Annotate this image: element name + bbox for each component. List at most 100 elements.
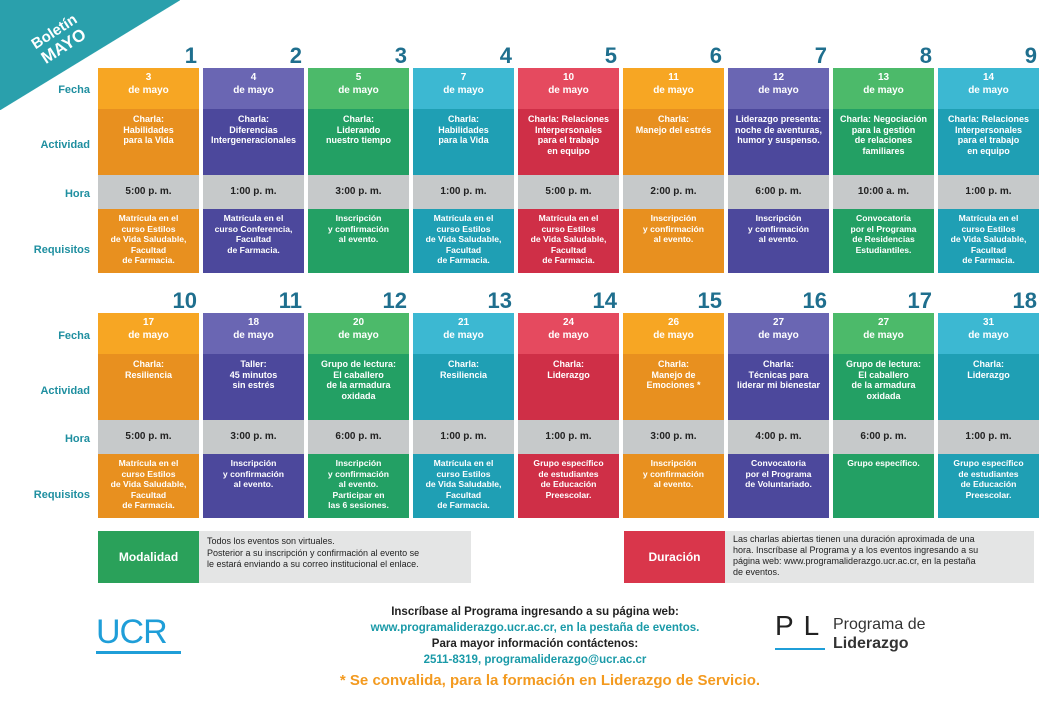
- event-time-text: 3:00 p. m.: [230, 431, 277, 442]
- event-number: 12: [382, 288, 407, 313]
- event-requirements-text: Inscripción y confirmación al evento. Parti…: [327, 458, 390, 510]
- event-date: 5 de mayo: [308, 68, 409, 117]
- event-activity-text: Charla: Liderazgo: [967, 359, 1010, 380]
- event-number: 4: [499, 43, 512, 68]
- event-activity: Charla: Resiliencia: [413, 354, 514, 428]
- event-activity: Charla: Técnicas para liderar mi bienestar: [728, 354, 829, 428]
- event-date: 21 de mayo: [413, 313, 514, 362]
- event-date: 4 de mayo: [203, 68, 304, 117]
- event-requirements: Inscripción y confirmación al evento.: [623, 209, 724, 273]
- event-time: 10:00 a. m.: [833, 175, 934, 209]
- event-activity-text: Charla: Liderazgo: [547, 359, 590, 380]
- event-date: 12 de mayo: [728, 68, 829, 117]
- event-activity-text: Charla: Resiliencia: [439, 359, 488, 380]
- event-time-text: 6:00 p. m.: [755, 186, 802, 197]
- event-requirements: Matrícula en el curso Estilos de Vida Salu…: [518, 209, 619, 273]
- ucr-logo-underline: [96, 651, 181, 654]
- event-number: 9: [1024, 43, 1037, 68]
- event-requirements-text: Inscripción y confirmación al evento.: [747, 213, 810, 244]
- event-number: 16: [802, 288, 827, 313]
- event-requirements-text: Grupo específico.: [847, 458, 920, 468]
- event-time: 6:00 p. m.: [728, 175, 829, 209]
- event-date-text: 14 de mayo: [968, 72, 1009, 96]
- event-requirements-text: Convocatoria por el Programa de Voluntaria…: [745, 458, 812, 489]
- event-activity: Charla: Liderazgo: [518, 354, 619, 428]
- event-requirements-text: Inscripción y confirmación al evento.: [222, 458, 285, 489]
- event-requirements: Convocatoria por el Programa de Residencia…: [833, 209, 934, 273]
- event-number: 13: [487, 288, 512, 313]
- label-requisitos: Requisitos: [33, 489, 90, 501]
- event-activity-text: Charla: Habilidades para la Vida: [438, 114, 489, 145]
- label-hora: Hora: [64, 188, 90, 200]
- event-date: 31 de mayo: [938, 313, 1039, 362]
- ucr-logo: UCR: [96, 613, 181, 654]
- event-date-text: 18 de mayo: [233, 317, 274, 341]
- event-requirements: Matrícula en el curso Estilos de Vida Salu…: [98, 209, 199, 273]
- event-time-text: 1:00 p. m.: [440, 431, 487, 442]
- event-activity: Charla: Habilidades para la Vida: [413, 109, 514, 183]
- event-time-text: 3:00 p. m.: [335, 186, 382, 197]
- event-date: 17 de mayo: [98, 313, 199, 362]
- pl-logo-letters: PL: [775, 610, 830, 641]
- event-number: 1: [184, 43, 197, 68]
- event-date-text: 12 de mayo: [758, 72, 799, 96]
- footer-contact[interactable]: 2511-8319, programaliderazgo@ucr.ac.cr: [423, 654, 647, 666]
- event-activity-text: Charla: Manejo del estrés: [635, 114, 712, 135]
- event-activity-text: Liderazgo presenta: noche de aventuras, hu…: [734, 114, 823, 145]
- event-time-text: 2:00 p. m.: [650, 186, 697, 197]
- event-requirements: Matrícula en el curso Estilos de Vida Salu…: [938, 209, 1039, 273]
- event-requirements: Inscripción y confirmación al evento.: [308, 209, 409, 273]
- event-requirements: Inscripción y confirmación al evento.: [623, 454, 724, 518]
- duracion-text: Las charlas abiertas tienen una duración…: [725, 531, 1034, 583]
- event-time: 5:00 p. m.: [98, 420, 199, 454]
- event-date: 11 de mayo: [623, 68, 724, 117]
- event-time: 1:00 p. m.: [938, 420, 1039, 454]
- event-time: 6:00 p. m.: [308, 420, 409, 454]
- event-date-text: 24 de mayo: [548, 317, 589, 341]
- event-requirements-text: Matrícula en el curso Estilos de Vida Salu…: [950, 213, 1027, 265]
- event-time: 3:00 p. m.: [308, 175, 409, 209]
- event-activity: Grupo de lectura: El caballero de la armad…: [833, 354, 934, 428]
- footer-link-web[interactable]: www.programaliderazgo.ucr.ac.cr, en la p…: [370, 622, 700, 634]
- event-activity: Charla: Resiliencia: [98, 354, 199, 428]
- event-date-text: 3 de mayo: [128, 72, 169, 96]
- event-time-text: 4:00 p. m.: [755, 431, 802, 442]
- event-time-text: 5:00 p. m.: [125, 431, 172, 442]
- event-time-text: 6:00 p. m.: [860, 431, 907, 442]
- event-number: 18: [1012, 288, 1037, 313]
- event-time-text: 1:00 p. m.: [965, 431, 1012, 442]
- event-date-text: 31 de mayo: [968, 317, 1009, 341]
- event-requirements: Inscripción y confirmación al evento.: [728, 209, 829, 273]
- event-activity-text: Grupo de lectura: El caballero de la armad…: [845, 359, 921, 401]
- event-time: 1:00 p. m.: [518, 420, 619, 454]
- event-activity-text: Charla: Negociación para la gestión de rel…: [839, 114, 928, 156]
- event-activity-text: Charla: Diferencias Intergeneracionales: [210, 114, 297, 145]
- event-requirements-text: Convocatoria por el Programa de Residencia…: [850, 213, 917, 255]
- label-fecha: Fecha: [58, 84, 90, 96]
- event-number: 3: [394, 43, 407, 68]
- label-hora: Hora: [64, 433, 90, 445]
- event-requirements: Matrícula en el curso Estilos de Vida Salu…: [413, 209, 514, 273]
- event-activity: Charla: Liderazgo: [938, 354, 1039, 428]
- event-number: 10: [172, 288, 197, 313]
- event-date: 24 de mayo: [518, 313, 619, 362]
- event-date: 20 de mayo: [308, 313, 409, 362]
- footer-note: * Se convalida, para la formación en Lid…: [339, 672, 761, 689]
- event-activity-text: Taller: 45 minutos sin estrés: [229, 359, 278, 390]
- event-time-text: 5:00 p. m.: [545, 186, 592, 197]
- event-date: 13 de mayo: [833, 68, 934, 117]
- event-time: 3:00 p. m.: [203, 420, 304, 454]
- event-time-text: 1:00 p. m.: [230, 186, 277, 197]
- event-activity: Charla: Manejo del estrés: [623, 109, 724, 183]
- event-date-text: 27 de mayo: [758, 317, 799, 341]
- event-activity: Grupo de lectura: El caballero de la armad…: [308, 354, 409, 428]
- event-requirements: Grupo específico de estudiantes de Educaci…: [518, 454, 619, 518]
- event-activity: Charla: Diferencias Intergeneracionales: [203, 109, 304, 183]
- event-date-text: 27 de mayo: [863, 317, 904, 341]
- event-number: 15: [697, 288, 722, 313]
- event-requirements-text: Matrícula en el curso Estilos de Vida Salu…: [530, 213, 607, 265]
- event-time: 2:00 p. m.: [623, 175, 724, 209]
- event-date: 27 de mayo: [833, 313, 934, 362]
- event-number: 17: [907, 288, 932, 313]
- event-date: 14 de mayo: [938, 68, 1039, 117]
